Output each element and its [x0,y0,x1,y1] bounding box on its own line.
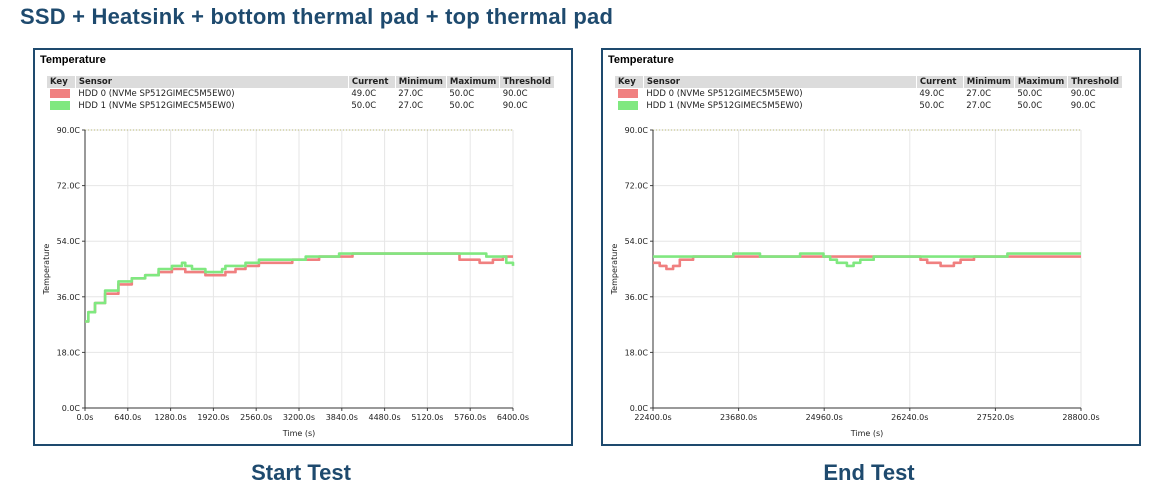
legend-col-maximum[interactable]: Maximum [1014,76,1069,88]
x-tick-label: 1280.0s [155,413,187,422]
caption-end-test: End Test [823,460,915,485]
legend-col-key[interactable]: Key [615,76,644,88]
x-tick-label: 27520.0s [977,413,1014,422]
x-tick-label: 0.0s [77,413,94,422]
legend-swatch-hdd1 [50,101,70,110]
y-tick-label: 0.0C [630,404,649,413]
y-tick-label: 90.0C [57,126,81,135]
legend-threshold: 90.0C [502,89,528,99]
x-tick-label: 4480.0s [369,413,401,422]
x-tick-label: 22400.0s [634,413,671,422]
legend-col-maximum[interactable]: Maximum [446,76,501,88]
legend-minimum: 27.0C [966,101,992,111]
legend-threshold: 90.0C [1070,101,1096,111]
figure-title: SSD + Heatsink + bottom thermal pad + to… [20,4,614,29]
legend-swatch-hdd0 [50,89,70,98]
temperature-chart-end: 22400.0s 23680.0s 24960.0s 26240.0s 27520.0s… [610,126,1100,438]
y-tick-label: 72.0C [57,182,81,191]
y-tick-label: 0.0C [62,404,81,413]
legend-row[interactable]: HDD 1 (NVMe SP512GIMEC5M5EW0) 50.0C 27.0… [615,100,1123,112]
caption-start-test: Start Test [251,460,351,485]
legend-col-current[interactable]: Current [916,76,964,88]
legend-maximum: 50.0C [449,89,475,99]
legend-row[interactable]: HDD 0 (NVMe SP512GIMEC5M5EW0) 49.0C 27.0… [615,88,1123,100]
legend-minimum: 27.0C [966,89,992,99]
chart-panel-end: Temperature Key Sensor Current Minimum M… [601,48,1141,446]
x-tick-label: 24960.0s [806,413,843,422]
y-tick-label: 72.0C [625,182,649,191]
y-tick-label: 18.0C [625,348,649,357]
y-tick-label: 36.0C [57,293,81,302]
panel-header: Temperature [608,54,674,66]
x-tick-label: 28800.0s [1062,413,1099,422]
y-tick-label: 90.0C [625,126,649,135]
legend-col-key[interactable]: Key [47,76,76,88]
legend-maximum: 50.0C [1017,101,1043,111]
legend-col-threshold[interactable]: Threshold [1067,76,1123,88]
legend-maximum: 50.0C [449,101,475,111]
x-tick-label: 5760.0s [454,413,486,422]
x-tick-label: 23680.0s [720,413,757,422]
legend-swatch-hdd0 [618,89,638,98]
legend-row[interactable]: HDD 0 (NVMe SP512GIMEC5M5EW0) 49.0C 27.0… [47,88,555,100]
x-tick-label: 5120.0s [411,413,443,422]
legend-threshold: 90.0C [1070,89,1096,99]
legend-col-sensor[interactable]: Sensor [75,76,349,88]
x-tick-label: 26240.0s [891,413,928,422]
y-tick-label: 36.0C [625,293,649,302]
series-line-hdd0 [653,255,1081,271]
chart-panel-start: Temperature Key Sensor Current Minimum M… [33,48,573,446]
x-tick-label: 2560.0s [240,413,272,422]
legend-current: 50.0C [919,101,945,111]
legend-row[interactable]: HDD 1 (NVMe SP512GIMEC5M5EW0) 50.0C 27.0… [47,100,555,112]
legend-threshold: 90.0C [502,101,528,111]
panel-header: Temperature [40,54,106,66]
y-axis-label: Temperature [610,244,619,296]
series-line-hdd1 [85,252,515,323]
x-tick-label: 3840.0s [326,413,358,422]
x-axis-label: Time (s) [282,429,316,438]
legend-current: 49.0C [919,89,945,99]
y-tick-label: 54.0C [625,237,649,246]
legend-minimum: 27.0C [398,101,424,111]
legend-col-minimum[interactable]: Minimum [963,76,1015,88]
legend-current: 49.0C [351,89,377,99]
legend-col-minimum[interactable]: Minimum [395,76,447,88]
legend-sensor: HDD 0 (NVMe SP512GIMEC5M5EW0) [78,89,235,99]
series-line-hdd1 [653,252,1081,268]
x-tick-label: 1920.0s [197,413,229,422]
legend-maximum: 50.0C [1017,89,1043,99]
legend-current: 50.0C [351,101,377,111]
temperature-chart-start: 0.0s 640.0s 1280.0s 1920.0s 2560.0s 3200.0s 38… [42,126,529,438]
legend-swatch-hdd1 [618,101,638,110]
legend-sensor: HDD 0 (NVMe SP512GIMEC5M5EW0) [646,89,803,99]
y-tick-label: 18.0C [57,348,81,357]
legend-table: Key Sensor Current Minimum Maximum Thres… [615,76,1123,112]
legend-minimum: 27.0C [398,89,424,99]
x-axis-label: Time (s) [850,429,884,438]
x-tick-label: 3200.0s [283,413,315,422]
y-tick-label: 54.0C [57,237,81,246]
x-tick-label: 6400.0s [497,413,529,422]
x-tick-label: 640.0s [114,413,141,422]
legend-sensor: HDD 1 (NVMe SP512GIMEC5M5EW0) [646,101,803,111]
legend-col-sensor[interactable]: Sensor [643,76,917,88]
legend-table: Key Sensor Current Minimum Maximum Thres… [47,76,555,112]
legend-col-threshold[interactable]: Threshold [499,76,555,88]
legend-sensor: HDD 1 (NVMe SP512GIMEC5M5EW0) [78,101,235,111]
y-axis-label: Temperature [42,244,51,296]
legend-col-current[interactable]: Current [348,76,396,88]
